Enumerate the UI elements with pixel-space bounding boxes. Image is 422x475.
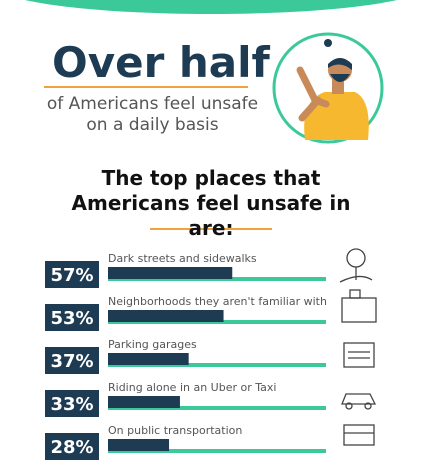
bar xyxy=(108,267,233,279)
bar xyxy=(108,439,170,451)
track xyxy=(108,363,326,367)
value-label: 53% xyxy=(50,308,93,329)
chart-title: The top places that Americans feel unsaf… xyxy=(71,166,351,240)
category-label: Neighborhoods they aren't familiar with xyxy=(108,295,327,308)
category-label: Riding alone in an Uber or Taxi xyxy=(108,381,276,394)
value-label: 57% xyxy=(50,265,93,286)
bar xyxy=(108,353,189,365)
category-label: Parking garages xyxy=(108,338,197,351)
badge xyxy=(45,261,99,288)
bar xyxy=(108,396,180,408)
person-illustration xyxy=(296,58,369,140)
category-label: Dark streets and sidewalks xyxy=(108,252,257,265)
category-label: On public transportation xyxy=(108,424,242,437)
badge xyxy=(45,304,99,331)
track xyxy=(108,449,326,453)
ring xyxy=(272,32,384,144)
ring-dot xyxy=(324,39,332,47)
value-label: 33% xyxy=(50,394,93,415)
badge xyxy=(45,347,99,374)
headline: Over half xyxy=(52,38,270,87)
bar xyxy=(108,310,224,322)
top-arc xyxy=(24,0,398,14)
value-label: 28% xyxy=(50,437,93,458)
badge xyxy=(45,390,99,417)
icons xyxy=(339,248,377,446)
badge xyxy=(45,433,99,460)
track xyxy=(108,406,326,410)
value-label: 37% xyxy=(50,351,93,372)
subtitle: of Americans feel unsafe on a daily basi… xyxy=(46,94,259,135)
